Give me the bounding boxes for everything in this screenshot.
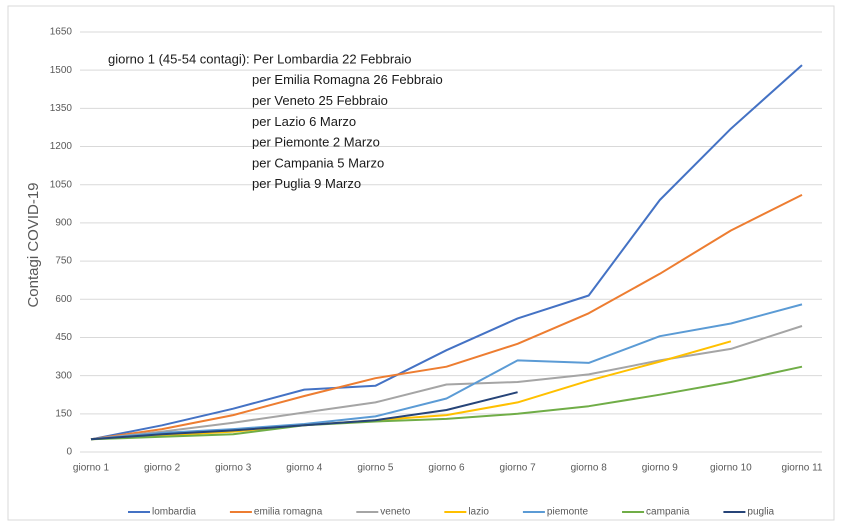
annotation: per Puglia 9 Marzo	[252, 176, 361, 191]
x-tick-label: giorno 5	[357, 463, 394, 474]
legend-label: lombardia	[152, 507, 196, 518]
x-tick-label: giorno 9	[642, 463, 679, 474]
series-line	[90, 325, 803, 441]
series-line	[90, 365, 803, 441]
annotation: per Campania 5 Marzo	[252, 155, 384, 170]
y-tick-label: 1650	[50, 27, 73, 38]
series-line	[90, 340, 732, 441]
y-tick-label: 150	[55, 408, 72, 419]
y-tick-label: 900	[55, 218, 72, 229]
series-line	[90, 303, 803, 441]
x-tick-label: giorno 1	[73, 463, 110, 474]
y-tick-label: 1050	[50, 179, 73, 190]
annotation: giorno 1 (45-54 contagi): Per Lombardia …	[108, 51, 412, 66]
x-tick-label: giorno 3	[215, 463, 252, 474]
x-tick-label: giorno 2	[144, 463, 181, 474]
series-line	[90, 194, 803, 441]
y-tick-label: 1500	[50, 65, 73, 76]
x-tick-label: giorno 8	[571, 463, 608, 474]
y-tick-label: 600	[55, 294, 72, 305]
x-tick-label: giorno 6	[428, 463, 465, 474]
annotation: per Piemonte 2 Marzo	[252, 135, 380, 150]
y-tick-label: 1350	[50, 103, 73, 114]
annotation: per Emilia Romagna 26 Febbraio	[252, 72, 443, 87]
legend-label: veneto	[380, 507, 410, 518]
series-line	[90, 391, 518, 441]
legend-label: puglia	[747, 507, 774, 518]
legend-label: emilia romagna	[254, 507, 323, 518]
legend-label: lazio	[468, 507, 489, 518]
y-tick-label: 1200	[50, 141, 73, 152]
y-tick-label: 300	[55, 370, 72, 381]
x-tick-label: giorno 4	[286, 463, 323, 474]
annotation: per Lazio 6 Marzo	[252, 114, 356, 129]
legend-label: campania	[646, 507, 690, 518]
x-tick-label: giorno 10	[710, 463, 752, 474]
x-tick-label: giorno 7	[500, 463, 537, 474]
legend-label: piemonte	[547, 507, 589, 518]
y-tick-label: 450	[55, 332, 72, 343]
y-axis-label: Contagi COVID-19	[25, 182, 42, 307]
series-line	[90, 64, 803, 441]
y-tick-label: 0	[66, 447, 72, 458]
annotation: per Veneto 25 Febbraio	[252, 93, 388, 108]
x-tick-label: giorno 11	[782, 463, 823, 474]
y-tick-label: 750	[55, 256, 72, 267]
